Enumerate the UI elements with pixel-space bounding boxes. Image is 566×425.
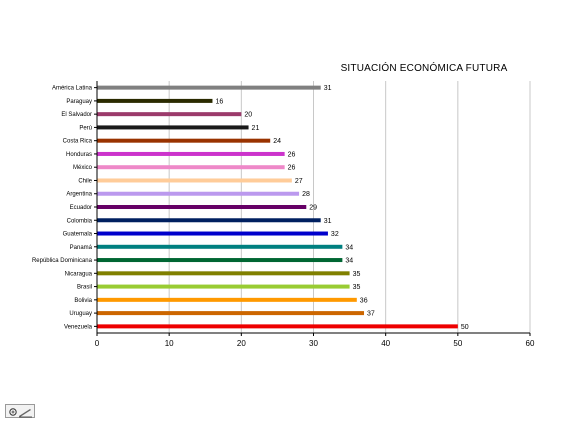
bar [97,205,307,209]
value-label: 20 [244,112,252,119]
category-label: Perú [79,125,92,131]
category-label: México [73,165,93,171]
bar [97,258,343,263]
edit-draw-icon [9,408,32,418]
drawing-tool-button[interactable] [5,404,35,418]
x-tick-label: 20 [237,339,246,348]
category-label: Uruguay [69,311,92,317]
value-label: 34 [345,244,353,251]
value-label: 31 [324,85,332,92]
bar [97,125,249,130]
bar [97,244,343,249]
category-label: Panamá [70,245,93,251]
x-tick-label: 10 [165,339,174,348]
axes: 0 10 20 30 40 50 60 América Latina Paraguay El Sa… [32,81,535,348]
value-label: 26 [288,151,296,158]
bar [97,138,271,143]
bar [97,165,285,170]
value-label: 37 [367,311,375,318]
value-label: 21 [252,125,260,132]
value-label: 34 [345,258,353,265]
category-label: Colombia [67,218,93,224]
value-label: 26 [288,165,296,172]
value-label: 31 [324,218,332,225]
category-label: Venezuela [64,324,93,330]
bar [97,151,285,156]
category-label: Nicaragua [65,271,93,277]
bar [97,112,242,117]
value-label: 29 [309,205,317,212]
bar [97,218,321,223]
category-label: Chile [78,178,92,184]
chart: SITUACIÓN ECONÓMICA FUTURA 3116202124262… [32,61,535,348]
category-label: Costa Rica [63,139,93,145]
category-label: América Latina [52,86,93,92]
grid-lines [168,81,531,333]
category-label: Paraguay [66,99,92,105]
bar [97,231,328,236]
bar [97,284,350,289]
category-label: Honduras [66,152,92,158]
value-label: 35 [353,284,361,291]
x-tick-label: 30 [309,339,318,348]
bar [97,271,350,276]
bar [97,191,300,196]
value-label: 32 [331,231,339,238]
value-label: 28 [302,191,310,198]
category-label: Bolivia [74,298,92,304]
bar [97,178,292,183]
category-label: República Dominicana [32,258,93,264]
bar [97,324,458,329]
category-label: Guatemala [63,232,93,238]
x-tick-label: 60 [526,339,535,348]
bar [97,98,213,103]
value-label: 35 [353,271,361,278]
value-label: 36 [360,297,368,304]
value-label: 50 [461,324,469,331]
chart-title: SITUACIÓN ECONÓMICA FUTURA [341,61,508,74]
bar [97,85,321,90]
x-tick-label: 40 [381,339,390,348]
category-label: El Salvador [61,112,92,118]
bar [97,311,365,316]
value-label: 16 [215,98,223,105]
bar [97,297,357,302]
x-tick-label: 50 [453,339,462,348]
category-label: Brasil [77,285,92,291]
value-label: 24 [273,138,281,145]
value-label: 27 [295,178,303,185]
category-label: Ecuador [70,205,92,211]
x-tick-label: 0 [95,339,100,348]
category-label: Argentina [66,192,92,198]
